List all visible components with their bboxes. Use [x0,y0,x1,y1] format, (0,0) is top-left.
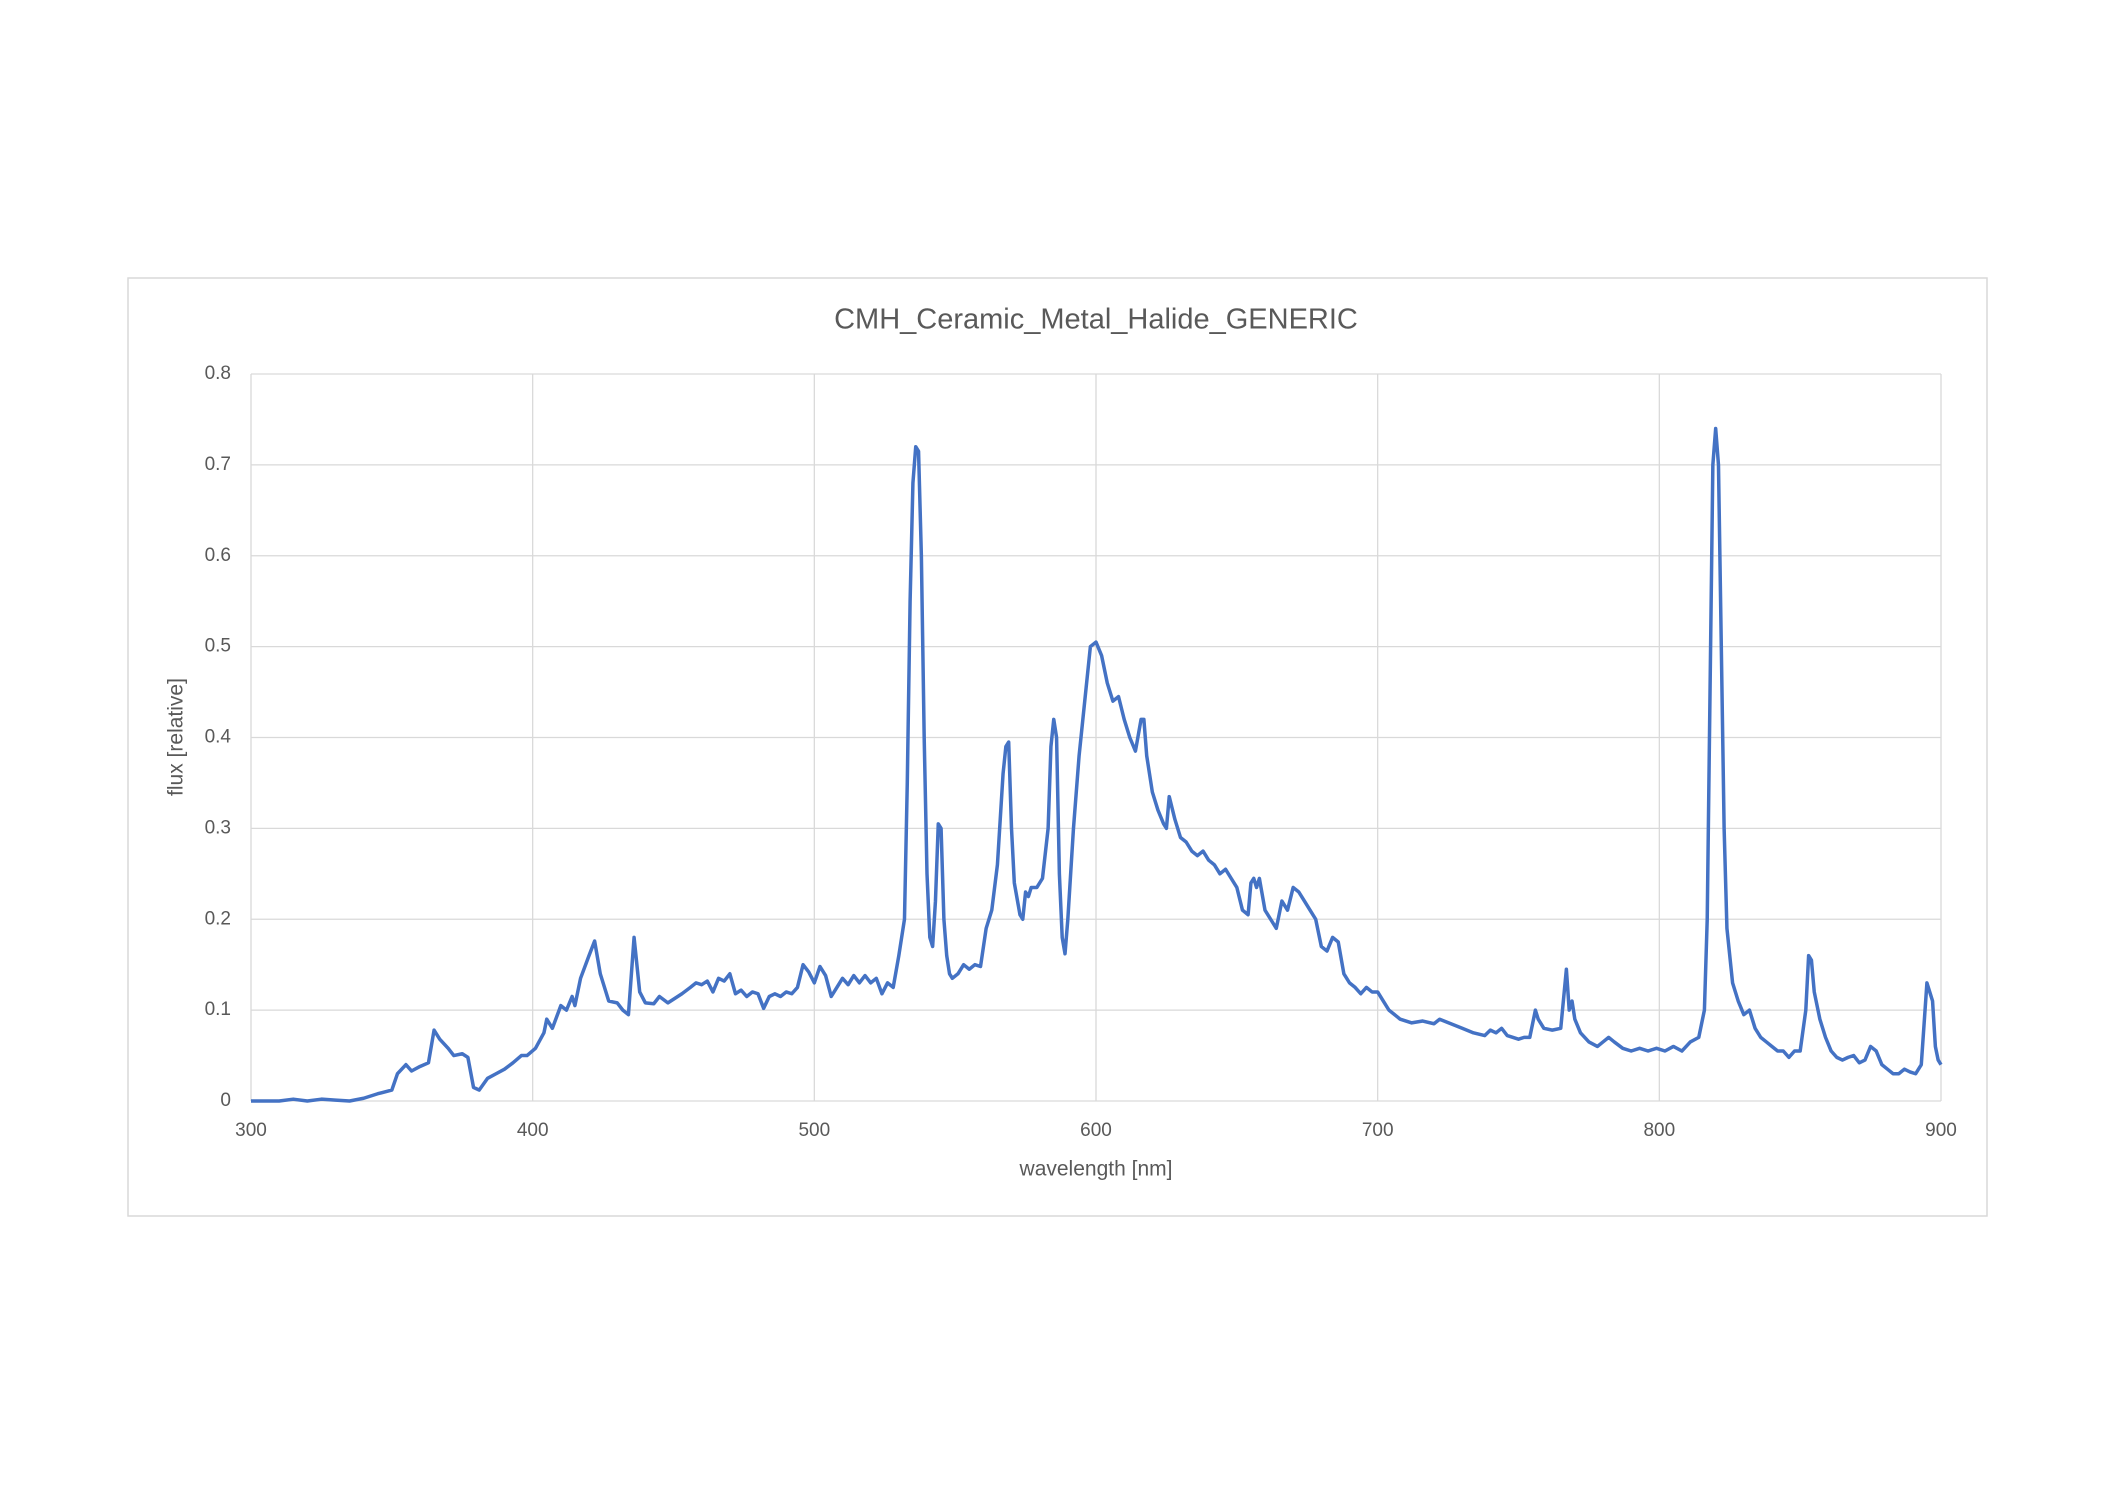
x-tick-label: 600 [1080,1120,1112,1141]
y-tick-label: 0.3 [205,817,231,838]
x-tick-label: 500 [798,1120,830,1141]
y-tick-label: 0.2 [205,908,231,929]
y-tick-label: 0.1 [205,999,231,1020]
y-tick-label: 0.4 [205,727,232,748]
y-tick-label: 0.8 [205,363,231,384]
x-tick-label: 700 [1362,1120,1394,1141]
y-axis-label: flux [relative] [165,678,188,796]
y-tick-label: 0 [220,1090,231,1111]
x-tick-label: 900 [1925,1120,1957,1141]
x-tick-label: 400 [517,1120,549,1141]
y-tick-label: 0.7 [205,454,231,475]
y-tick-label: 0.5 [205,636,231,657]
chart-title: CMH_Ceramic_Metal_Halide_GENERIC [834,304,1358,336]
x-tick-label: 300 [235,1120,267,1141]
series-line [251,426,1943,1103]
x-axis-label: wavelength [nm] [1019,1158,1173,1181]
y-tick-label: 0.6 [205,545,231,566]
x-tick-label: 800 [1643,1120,1675,1141]
